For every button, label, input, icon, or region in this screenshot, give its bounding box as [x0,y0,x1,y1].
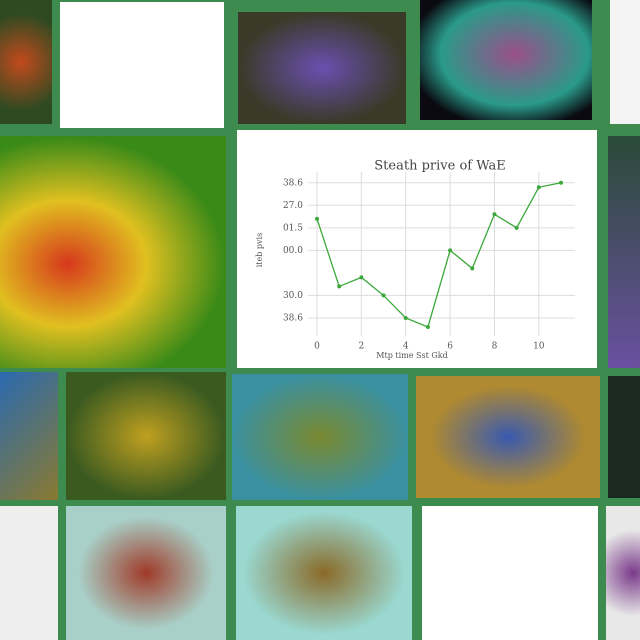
x-tick-label: 2 [358,342,364,352]
point [403,315,408,320]
point [381,293,386,298]
image-tile [236,506,412,640]
image-tile [0,136,226,368]
image-tile [0,506,58,640]
image-tile [0,0,52,124]
x-tick-label: 4 [403,342,409,352]
y-tick-label: 38.6 [283,178,303,188]
image-tile [66,506,226,640]
point [492,212,497,217]
point [514,225,519,230]
x-axis-label: Mtp time Sst Gkd [376,351,447,360]
image-tile [610,0,640,124]
line [316,182,562,328]
y-tick-label: 01.5 [283,223,303,233]
image-tile [608,376,640,498]
image-tile [422,506,598,640]
image-tile [66,372,226,500]
x-tick-label: 0 [314,342,320,352]
point [359,275,364,280]
image-tile [232,374,408,500]
image-tile [608,136,640,368]
point [448,248,453,253]
image-tile [606,506,640,640]
x-tick-label: 10 [533,342,545,352]
x-tick-label: 8 [492,342,498,352]
image-tile [420,0,592,120]
y-tick-label: 27.0 [283,201,303,211]
point [470,266,475,271]
y-tick-label: 38.6 [283,313,303,323]
point [425,324,430,329]
x-tick-label: 6 [447,342,453,352]
image-tile [416,376,600,498]
point [337,284,342,289]
y-axis-label: iteb pvis [255,233,264,267]
image-tile [0,372,58,500]
point [559,180,563,185]
y-tick-label: 30.0 [283,291,303,301]
chart-title: Steath prive of WaE [374,159,505,174]
image-tile [237,130,597,368]
y-tick-label: 00.0 [283,246,303,256]
image-tile [60,2,224,128]
point [536,185,541,190]
point [315,216,319,221]
image-tile [238,12,406,124]
